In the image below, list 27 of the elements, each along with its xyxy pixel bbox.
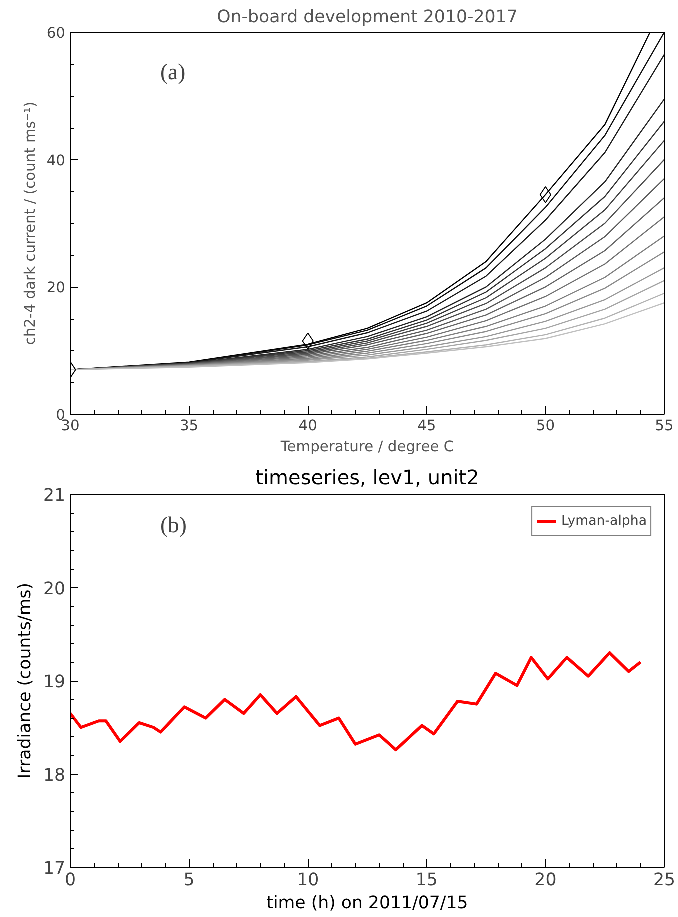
annotation: (b) bbox=[160, 512, 187, 538]
x-axis-title: Temperature / degree C bbox=[280, 438, 454, 456]
chart-title: timeseries, lev1, unit2 bbox=[256, 466, 480, 490]
x-axis-title: time (h) on 2011/07/15 bbox=[266, 894, 468, 914]
y-tick-label: 19 bbox=[43, 672, 66, 692]
x-tick-label: 20 bbox=[534, 870, 557, 890]
y-axis-title: ch2-4 dark current / (count ms⁻¹) bbox=[22, 102, 39, 346]
x-tick-label: 55 bbox=[655, 418, 674, 434]
x-tick-label: 45 bbox=[418, 418, 436, 434]
x-tick-label: 40 bbox=[298, 418, 318, 434]
x-tick-label: 25 bbox=[653, 870, 676, 890]
y-tick-label: 17 bbox=[43, 859, 66, 879]
x-tick-label: 10 bbox=[297, 870, 320, 890]
y-tick-label: 60 bbox=[46, 25, 66, 42]
y-tick-label: 21 bbox=[43, 486, 66, 506]
x-tick-label: 15 bbox=[416, 870, 438, 890]
y-tick-label: 20 bbox=[43, 579, 66, 600]
y-tick-label: 20 bbox=[46, 280, 66, 297]
annotation: (a) bbox=[160, 60, 186, 84]
legend-label: Lyman-alpha bbox=[562, 514, 647, 528]
chart-title: On-board development 2010-2017 bbox=[217, 8, 518, 28]
x-tick-label: 35 bbox=[180, 418, 199, 434]
x-tick-label: 50 bbox=[536, 418, 556, 434]
y-tick-label: 18 bbox=[43, 766, 66, 786]
y-tick-label: 40 bbox=[46, 152, 66, 170]
y-axis-title: Irradiance (counts/ms) bbox=[15, 583, 36, 779]
x-tick-label: 5 bbox=[184, 870, 195, 890]
